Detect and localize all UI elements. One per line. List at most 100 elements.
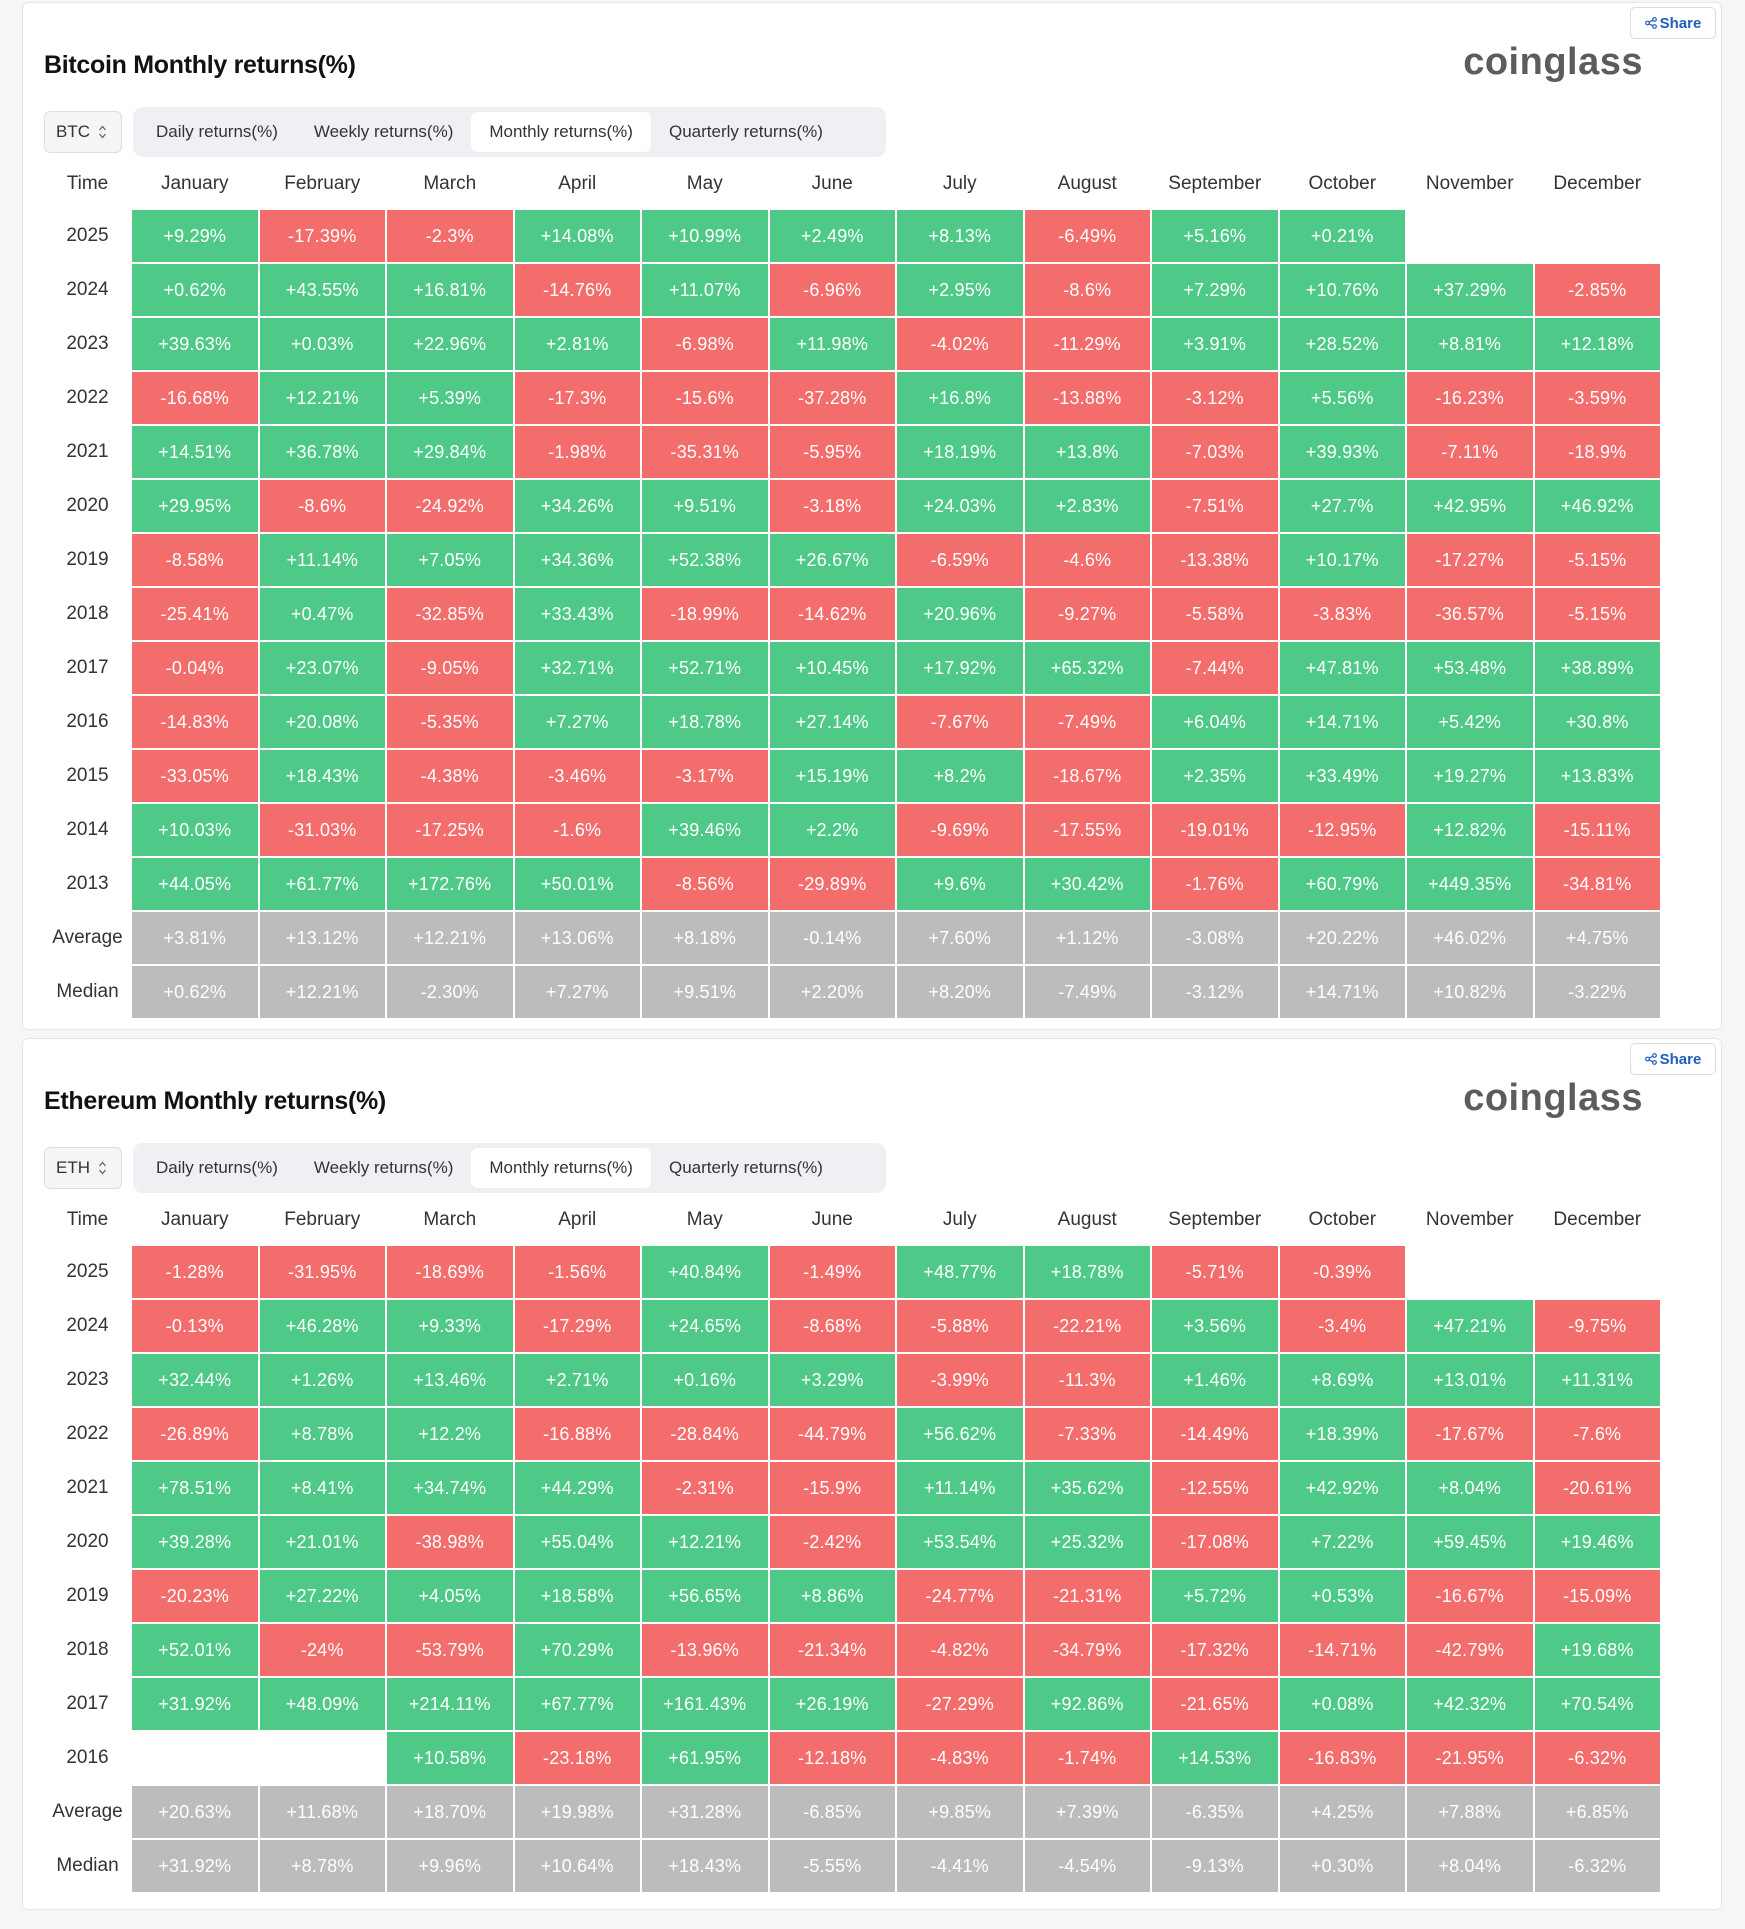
header-july: July <box>942 1209 977 1230</box>
panel-title: Ethereum Monthly returns(%) <box>44 1087 386 1115</box>
tab-monthly-returns[interactable]: Monthly returns(%) <box>471 1148 651 1188</box>
return-cell: +28.52% <box>1278 317 1406 371</box>
row-label: Average <box>52 927 123 948</box>
return-cell: +18.43% <box>641 1839 769 1893</box>
return-cell: +9.33% <box>386 1299 514 1353</box>
header-february: February <box>284 1209 361 1230</box>
row-label: 2024 <box>66 1315 109 1336</box>
symbol-select[interactable]: BTC <box>44 111 122 153</box>
table-row: 2023 +32.44% +1.26% +13.46% +2.71% +0.16% +3.2… <box>44 1353 1661 1407</box>
return-cell: +1.46% <box>1151 1353 1279 1407</box>
tab-weekly-returns[interactable]: Weekly returns(%) <box>313 1158 454 1177</box>
row-label: Median <box>56 981 119 1002</box>
coinglass-logo: coinglass <box>1463 41 1643 83</box>
return-cell: +7.88% <box>1406 1785 1534 1839</box>
header-may: May <box>686 1209 723 1230</box>
return-cell: +23.07% <box>258 641 386 695</box>
return-cell: +7.39% <box>1023 1785 1151 1839</box>
table-header-row: Time January February March April May June July… <box>44 1195 1661 1245</box>
tab-quarterly-returns[interactable]: Quarterly returns(%) <box>668 122 823 141</box>
tab-monthly-returns[interactable]: Monthly returns(%) <box>471 112 651 152</box>
row-label: 2016 <box>66 711 109 732</box>
share-label: Share <box>1659 1050 1702 1068</box>
return-cell: -2.31% <box>641 1461 769 1515</box>
header-april: April <box>558 1209 597 1230</box>
share-button[interactable]: Share <box>1630 1043 1716 1075</box>
return-cell: -8.56% <box>641 857 769 911</box>
table-row: 2021 +78.51% +8.41% +34.74% +44.29% -2.31% -15… <box>44 1461 1661 1515</box>
table-row: Median +0.62% +12.21% -2.30% +7.27% +9.51% +2.… <box>44 965 1661 1019</box>
return-cell: -4.38% <box>386 749 514 803</box>
return-cell: +10.17% <box>1278 533 1406 587</box>
tab-weekly-returns[interactable]: Weekly returns(%) <box>313 122 454 141</box>
return-cell: +3.91% <box>1151 317 1279 371</box>
return-cell: +42.92% <box>1278 1461 1406 1515</box>
share-button[interactable]: Share <box>1630 7 1716 39</box>
tab-quarterly-returns[interactable]: Quarterly returns(%) <box>668 1158 823 1177</box>
return-cell: +5.72% <box>1151 1569 1279 1623</box>
return-cell: -7.44% <box>1151 641 1279 695</box>
coinglass-logo: coinglass <box>1463 1077 1643 1119</box>
row-label: 2023 <box>66 333 109 354</box>
row-label: 2020 <box>66 495 109 516</box>
return-cell: -14.49% <box>1151 1407 1279 1461</box>
tab-daily-returns[interactable]: Daily returns(%) <box>156 1158 278 1177</box>
return-cell: +10.82% <box>1406 965 1534 1019</box>
return-cell: -27.29% <box>896 1677 1024 1731</box>
symbol-select[interactable]: ETH <box>44 1147 122 1189</box>
return-cell: -9.05% <box>386 641 514 695</box>
row-label: 2017 <box>66 657 109 678</box>
return-cell: +61.77% <box>258 857 386 911</box>
return-cell: -17.25% <box>386 803 514 857</box>
return-cell: +9.96% <box>386 1839 514 1893</box>
return-cell: +14.08% <box>513 209 641 263</box>
return-cell: +6.85% <box>1533 1785 1661 1839</box>
return-cell: -38.98% <box>386 1515 514 1569</box>
return-cell: -44.79% <box>768 1407 896 1461</box>
return-cell: -9.27% <box>1023 587 1151 641</box>
return-cell: +13.83% <box>1533 749 1661 803</box>
return-cell: -5.95% <box>768 425 896 479</box>
return-cell: +32.44% <box>131 1353 259 1407</box>
row-label: 2020 <box>66 1531 109 1552</box>
header-march: March <box>423 1209 477 1230</box>
return-cell: +40.84% <box>641 1245 769 1299</box>
return-cell: +11.68% <box>258 1785 386 1839</box>
return-cell: +11.31% <box>1533 1353 1661 1407</box>
return-cell: -3.17% <box>641 749 769 803</box>
return-cell: +0.62% <box>131 263 259 317</box>
return-cell: -14.76% <box>513 263 641 317</box>
header-june: June <box>811 173 853 194</box>
row-label: 2018 <box>66 1639 109 1660</box>
return-cell: -13.96% <box>641 1623 769 1677</box>
return-cell: +8.13% <box>896 209 1024 263</box>
table-row: 2024 +0.62% +43.55% +16.81% -14.76% +11.07% -6… <box>44 263 1661 317</box>
return-cell: +56.65% <box>641 1569 769 1623</box>
return-cell: -17.32% <box>1151 1623 1279 1677</box>
return-cell: +70.54% <box>1533 1677 1661 1731</box>
return-cell: -16.23% <box>1406 371 1534 425</box>
table-row: 2014 +10.03% -31.03% -17.25% -1.6% +39.46% +2.… <box>44 803 1661 857</box>
return-cell: +18.43% <box>258 749 386 803</box>
return-cell: -3.4% <box>1278 1299 1406 1353</box>
return-cell: +20.22% <box>1278 911 1406 965</box>
return-cell <box>1533 1245 1661 1299</box>
return-cell: -21.31% <box>1023 1569 1151 1623</box>
header-may: May <box>686 173 723 194</box>
tab-daily-returns[interactable]: Daily returns(%) <box>156 122 278 141</box>
table-row: 2019 -8.58% +11.14% +7.05% +34.36% +52.38% +26… <box>44 533 1661 587</box>
return-cell: -1.74% <box>1023 1731 1151 1785</box>
return-cell: -6.49% <box>1023 209 1151 263</box>
return-cell: -31.95% <box>258 1245 386 1299</box>
return-cell: -33.05% <box>131 749 259 803</box>
return-cell: +55.04% <box>513 1515 641 1569</box>
return-cell: +4.05% <box>386 1569 514 1623</box>
table-row: 2017 +31.92% +48.09% +214.11% +67.77% +161.43… <box>44 1677 1661 1731</box>
return-cell: -3.83% <box>1278 587 1406 641</box>
return-cell: -4.02% <box>896 317 1024 371</box>
table-row: 2018 -25.41% +0.47% -32.85% +33.43% -18.99% -1… <box>44 587 1661 641</box>
return-cell: +47.21% <box>1406 1299 1534 1353</box>
return-cell: +18.58% <box>513 1569 641 1623</box>
return-cell: +39.28% <box>131 1515 259 1569</box>
share-label: Share <box>1659 14 1702 32</box>
